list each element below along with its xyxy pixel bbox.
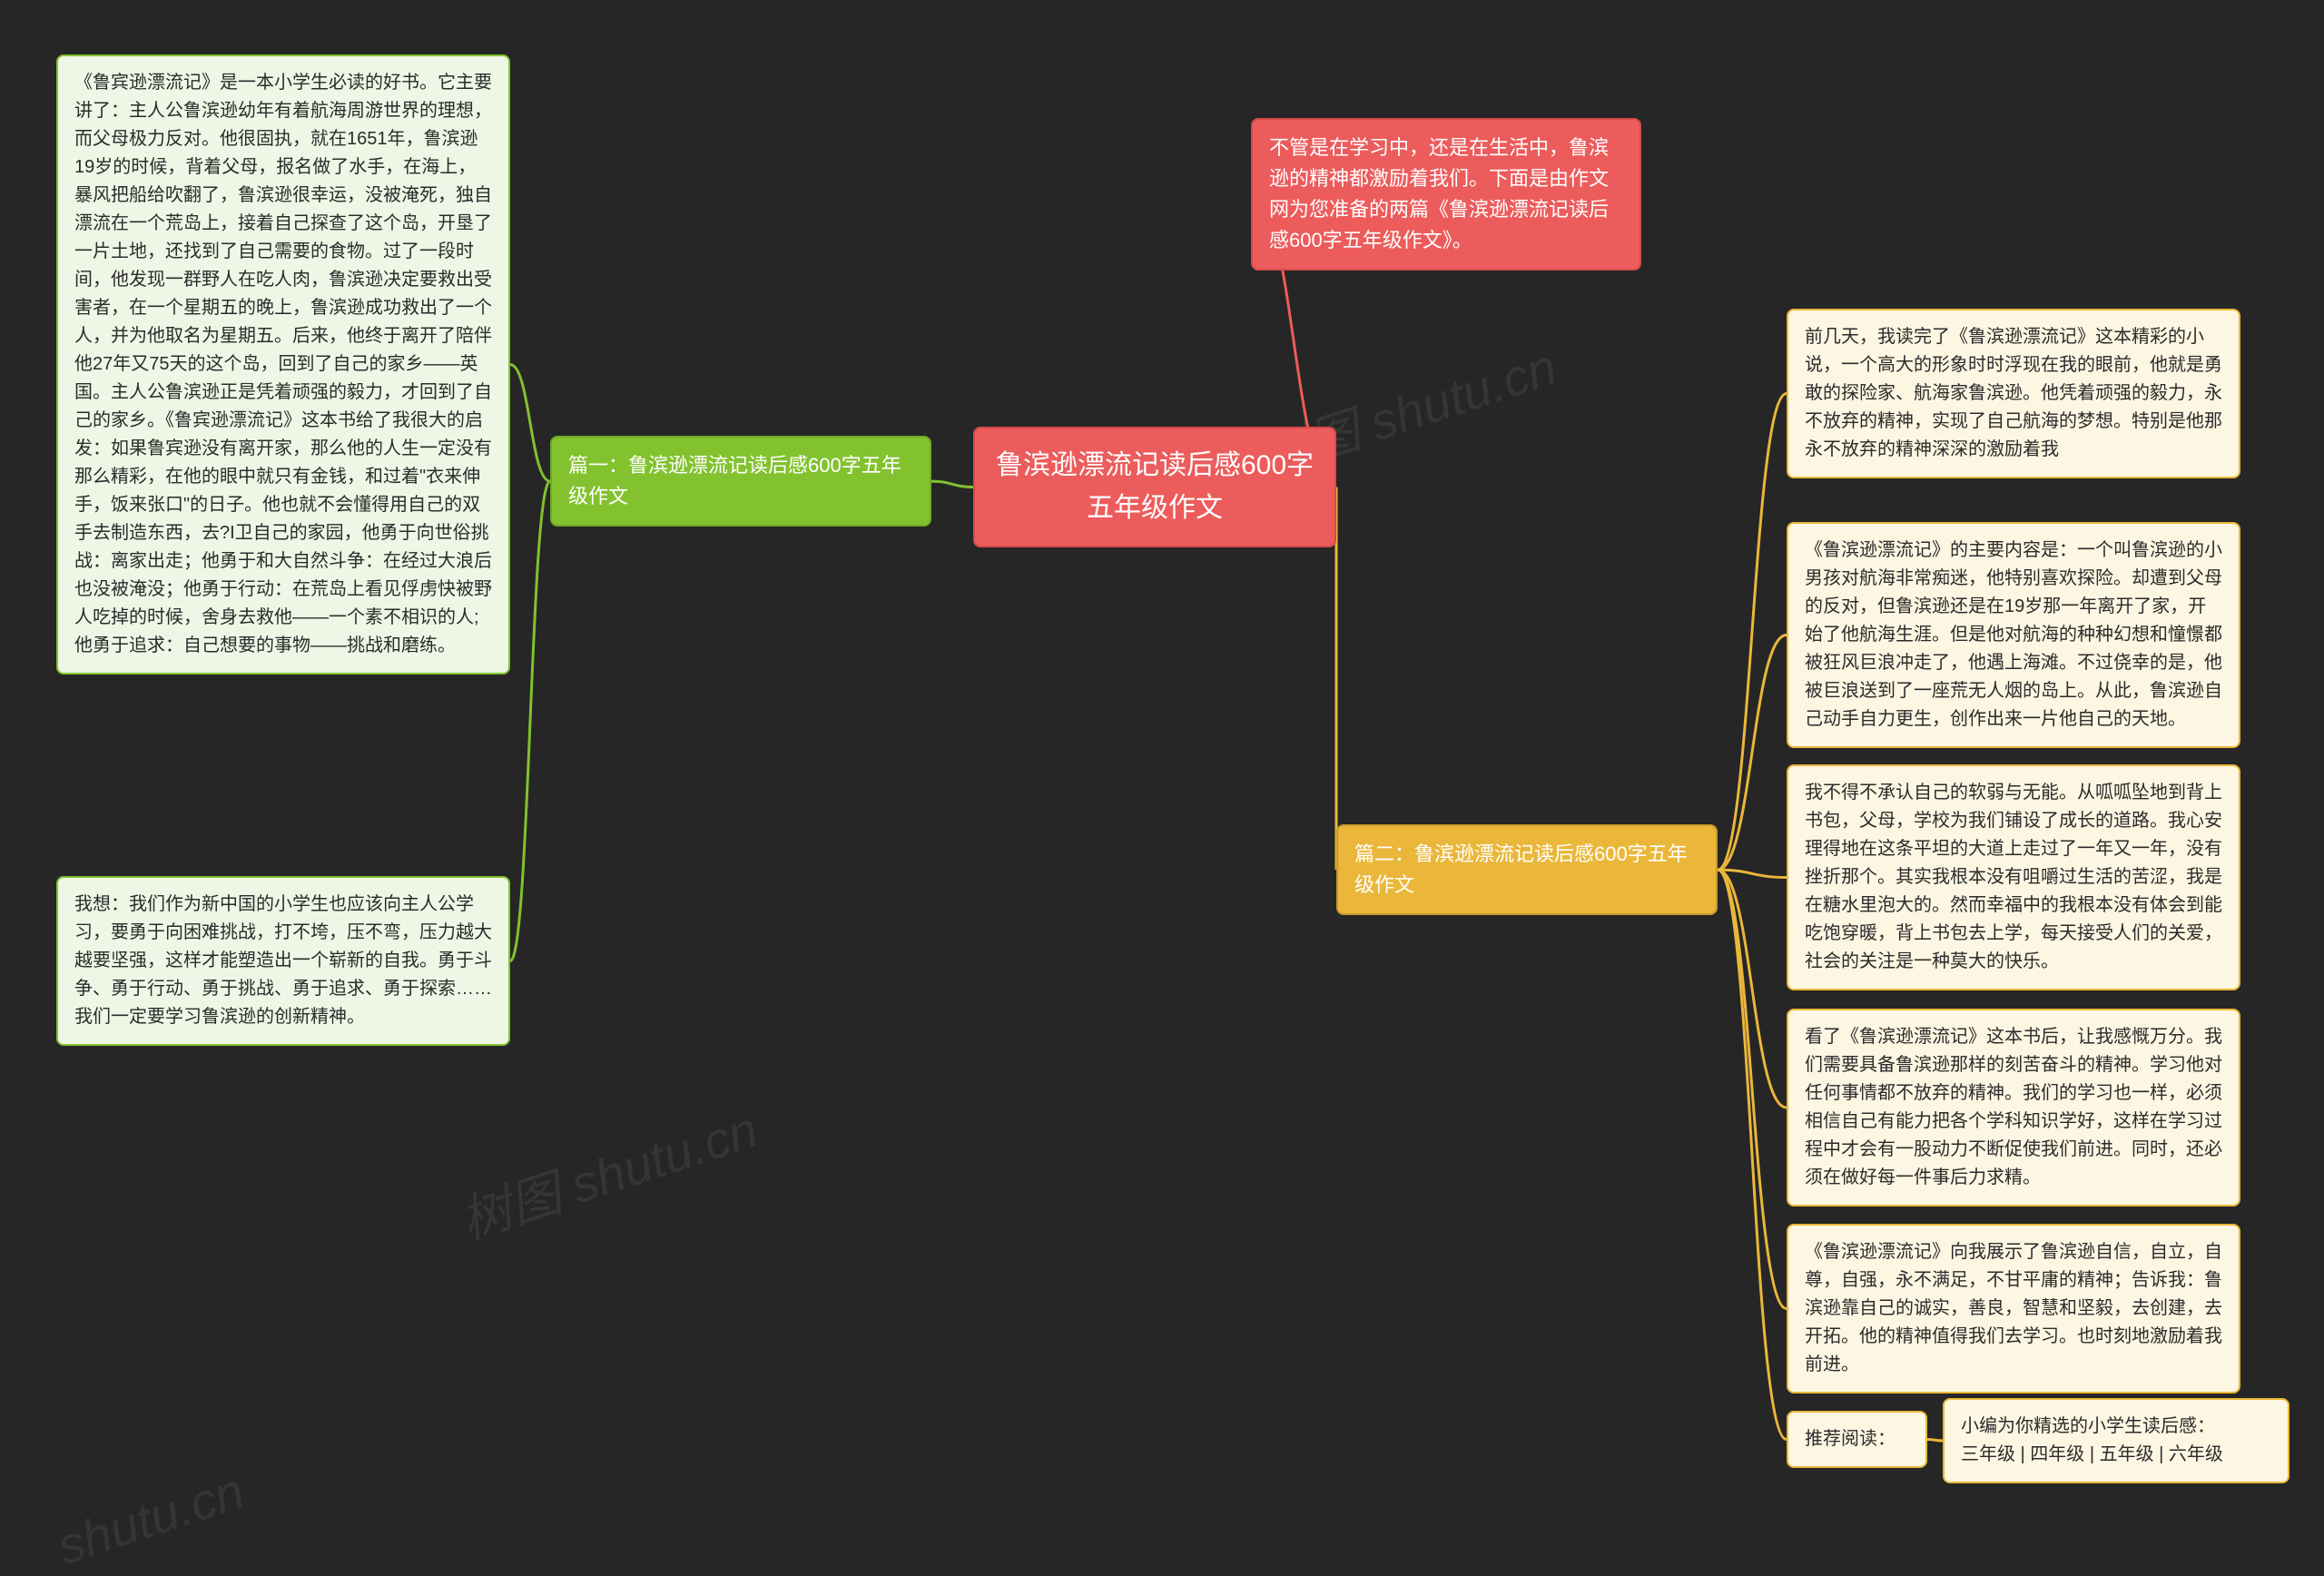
edge [1718, 870, 1787, 1439]
watermark: 树图 shutu.cn [450, 1089, 766, 1255]
branch2-leaf-1[interactable]: 前几天，我读完了《鲁滨逊漂流记》这本精彩的小说，一个高大的形象时时浮现在我的眼前… [1787, 309, 2240, 478]
edge [931, 481, 973, 487]
edge [1718, 870, 1787, 1308]
branch1-node[interactable]: 篇一：鲁滨逊漂流记读后感600字五年级作文 [550, 436, 931, 527]
edge [510, 365, 550, 482]
branch2-leaf-3[interactable]: 我不得不承认自己的软弱与无能。从呱呱坠地到背上书包，父母，学校为我们铺设了成长的… [1787, 764, 2240, 990]
branch1-leaf-1[interactable]: 《鲁宾逊漂流记》是一本小学生必读的好书。它主要讲了：主人公鲁滨逊幼年有着航海周游… [56, 54, 510, 675]
edge [1718, 870, 1787, 877]
edge [1718, 394, 1787, 871]
branch1-leaf-2[interactable]: 我想：我们作为新中国的小学生也应该向主人公学习，要勇于向困难挑战，打不垮，压不弯… [56, 876, 510, 1046]
watermark: shutu.cn [50, 1461, 251, 1576]
edge [1718, 870, 1787, 1108]
branch2-recommend-body[interactable]: 小编为你精选的小学生读后感： 三年级 | 四年级 | 五年级 | 六年级 [1943, 1398, 2290, 1483]
edge [510, 481, 550, 960]
branch2-recommend-label[interactable]: 推荐阅读： [1787, 1411, 1927, 1468]
root-node[interactable]: 鲁滨逊漂流记读后感600字五年级作文 [973, 427, 1336, 547]
branch2-leaf-2[interactable]: 《鲁滨逊漂流记》的主要内容是：一个叫鲁滨逊的小男孩对航海非常痴迷，他特别喜欢探险… [1787, 522, 2240, 748]
intro-node[interactable]: 不管是在学习中，还是在生活中，鲁滨逊的精神都激励着我们。下面是由作文网为您准备的… [1251, 118, 1641, 271]
branch2-leaf-5[interactable]: 《鲁滨逊漂流记》向我展示了鲁滨逊自信，自立，自尊，自强，永不满足，不甘平庸的精神… [1787, 1224, 2240, 1394]
edge [1718, 635, 1787, 871]
branch2-node[interactable]: 篇二：鲁滨逊漂流记读后感600字五年级作文 [1336, 824, 1718, 915]
branch2-leaf-4[interactable]: 看了《鲁滨逊漂流记》这本书后，让我感慨万分。我们需要具备鲁滨逊那样的刻苦奋斗的精… [1787, 1009, 2240, 1207]
edge [1927, 1440, 1943, 1442]
